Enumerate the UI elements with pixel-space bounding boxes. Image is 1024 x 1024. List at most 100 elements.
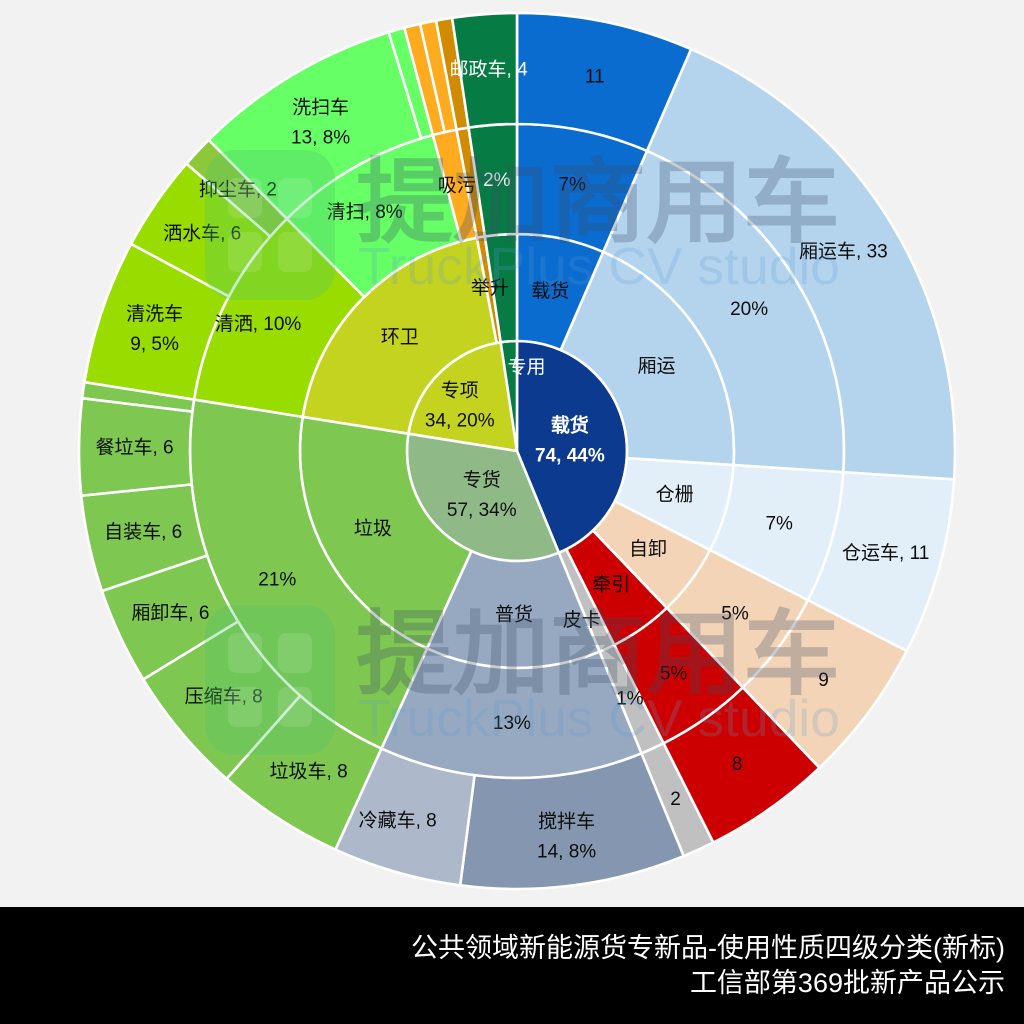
segment-label-line: 洗扫车 <box>292 96 349 118</box>
segment-label-line: 5% <box>721 603 749 624</box>
segment-label-level-3: 20% <box>730 299 768 320</box>
segment-label-line: 9, 5% <box>130 333 179 354</box>
segment-label-level-2: 厢运 <box>637 355 675 376</box>
segment-label-line: 环卫 <box>381 327 419 348</box>
segment-label-line: 自装车, 6 <box>104 521 182 543</box>
segment-label-level-1: 专用 <box>507 356 545 378</box>
segment-label-level-3: 吸污 <box>438 174 476 196</box>
segment-label-level-4: 压缩车, 8 <box>185 685 263 707</box>
segment-label-level-2: 仓栅 <box>656 483 694 505</box>
segment-label-level-4: 洗扫车 13, 8% <box>291 96 350 148</box>
segment-label-line: 清扫, 8% <box>327 201 403 223</box>
segment-label-line: 载货 <box>531 279 569 301</box>
segment-label-line: 7% <box>558 174 586 195</box>
segment-label-level-2: 垃圾 <box>354 517 392 539</box>
segment-label-level-2: 举升 <box>471 277 509 299</box>
segment-label-line: 专货 <box>463 469 501 491</box>
segment-label-line: 举升 <box>471 277 509 299</box>
segment-label-line: 57, 34% <box>447 500 517 521</box>
segment-label-level-2: 载货 <box>531 279 569 301</box>
segment-label-level-4: 2 <box>670 789 681 810</box>
segment-label-line: 清洒, 10% <box>215 312 302 334</box>
segment-label-level-3: 1% <box>616 688 644 709</box>
segment-label-line: 11 <box>585 66 605 87</box>
segment-label-level-4: 餐垃车, 6 <box>95 436 173 458</box>
segment-label-level-4: 8 <box>732 753 743 774</box>
segment-label-level-3: 7% <box>558 174 586 195</box>
segment-label-line: 8 <box>732 753 743 774</box>
segment-label-line: 牵引 <box>592 573 630 595</box>
segment-label-level-3: 5% <box>660 663 688 684</box>
segment-label-line: 自卸 <box>629 537 667 559</box>
segment-label-level-4: 仓运车, 11 <box>842 541 929 563</box>
segment-label-level-2: 普货 <box>495 603 533 625</box>
segment-label-line: 13% <box>493 713 531 734</box>
segment-label-level-2: 皮卡 <box>563 608 601 630</box>
segment-label-line: 吸污 <box>438 174 476 196</box>
segment-label-line: 厢运 <box>637 355 675 376</box>
segment-label-level-4: 清洗车 9, 5% <box>126 302 183 354</box>
segment-label-line: 74, 44% <box>535 445 605 466</box>
chart-title-bar: 公共领域新能源货专新品-使用性质四级分类(新标) 工信部第369批新产品公示 <box>0 907 1024 1024</box>
segment-label-level-4: 厢卸车, 6 <box>131 601 209 623</box>
segment-label-line: 搅拌车 <box>538 810 595 832</box>
segment-label-level-3: 5% <box>721 603 749 624</box>
segment-label-level-2: 自卸 <box>629 537 667 559</box>
sunburst-chart: 载货 74, 44% 载货 7% 11 厢运 20% 厢运车, 33 仓栅 7% 仓运车, 11 自卸… <box>77 11 957 891</box>
segment-label-line: 21% <box>258 569 296 590</box>
segment-label-line: 14, 8% <box>537 841 596 862</box>
segment-label-line: 7% <box>765 513 793 534</box>
segment-label-line: 仓栅 <box>656 483 694 505</box>
chart-title: 公共领域新能源货专新品-使用性质四级分类(新标) <box>411 933 1005 963</box>
segment-label-level-4: 垃圾车, 8 <box>270 760 348 782</box>
segment-label-level-1: 专货 57, 34% <box>447 469 517 521</box>
segment-label-line: 仓运车, 11 <box>842 541 929 563</box>
segment-label-level-1: 载货 74, 44% <box>535 413 605 466</box>
segment-label-level-4: 邮政车, 4 <box>450 58 529 80</box>
segment-label-level-3: 2% <box>483 169 511 190</box>
sunburst-labels: 载货 74, 44% 载货 7% 11 厢运 20% 厢运车, 33 仓栅 7% 仓运车, 11 自卸… <box>95 58 929 862</box>
segment-label-line: 洒水车, 6 <box>163 222 241 244</box>
segment-label-line: 34, 20% <box>425 410 495 431</box>
segment-label-level-4: 搅拌车 14, 8% <box>537 810 596 862</box>
segment-label-line: 厢运车, 33 <box>799 240 888 262</box>
segment-label-line: 厢卸车, 6 <box>131 601 209 623</box>
segment-label-level-2: 环卫 <box>381 327 419 348</box>
segment-label-line: 抑尘车, 2 <box>199 178 277 200</box>
segment-label-line: 专项 <box>441 379 479 401</box>
segment-label-line: 5% <box>660 663 688 684</box>
segment-label-level-4: 冷藏车, 8 <box>359 809 437 831</box>
segment-label-line: 压缩车, 8 <box>185 685 263 707</box>
chart-subtitle: 工信部第369批新产品公示 <box>689 968 1005 998</box>
segment-label-line: 13, 8% <box>291 127 350 148</box>
segment-label-line: 普货 <box>495 603 533 625</box>
sunburst-segments <box>77 11 957 891</box>
segment-label-level-4: 抑尘车, 2 <box>199 178 277 200</box>
segment-label-level-4: 洒水车, 6 <box>163 222 241 244</box>
segment-label-line: 2% <box>483 169 511 190</box>
segment-label-level-3: 7% <box>765 513 793 534</box>
segment-label-level-4: 9 <box>818 669 829 690</box>
segment-label-level-4: 厢运车, 33 <box>799 240 888 262</box>
segment-label-line: 垃圾 <box>354 517 392 539</box>
segment-label-level-3: 21% <box>258 569 296 590</box>
segment-label-level-3: 清洒, 10% <box>215 312 302 334</box>
segment-label-line: 清洗车 <box>126 302 183 324</box>
segment-label-line: 垃圾车, 8 <box>270 760 348 782</box>
segment-label-line: 皮卡 <box>563 608 601 630</box>
segment-label-line: 9 <box>818 669 829 690</box>
segment-label-level-3: 13% <box>493 713 531 734</box>
sunburst-segment-level-4 <box>450 11 519 129</box>
segment-label-line: 冷藏车, 8 <box>359 809 437 831</box>
segment-label-line: 载货 <box>551 413 589 436</box>
segment-label-level-1: 专项 34, 20% <box>425 379 495 431</box>
segment-label-line: 餐垃车, 6 <box>95 436 173 458</box>
segment-label-line: 1% <box>616 688 644 709</box>
segment-label-line: 邮政车, 4 <box>450 58 529 80</box>
segment-label-level-2: 牵引 <box>592 573 630 595</box>
segment-label-line: 20% <box>730 299 768 320</box>
segment-label-line: 2 <box>670 789 681 810</box>
segment-label-level-4: 自装车, 6 <box>104 521 182 543</box>
segment-label-line: 专用 <box>507 356 545 378</box>
segment-label-level-4: 11 <box>585 66 605 87</box>
